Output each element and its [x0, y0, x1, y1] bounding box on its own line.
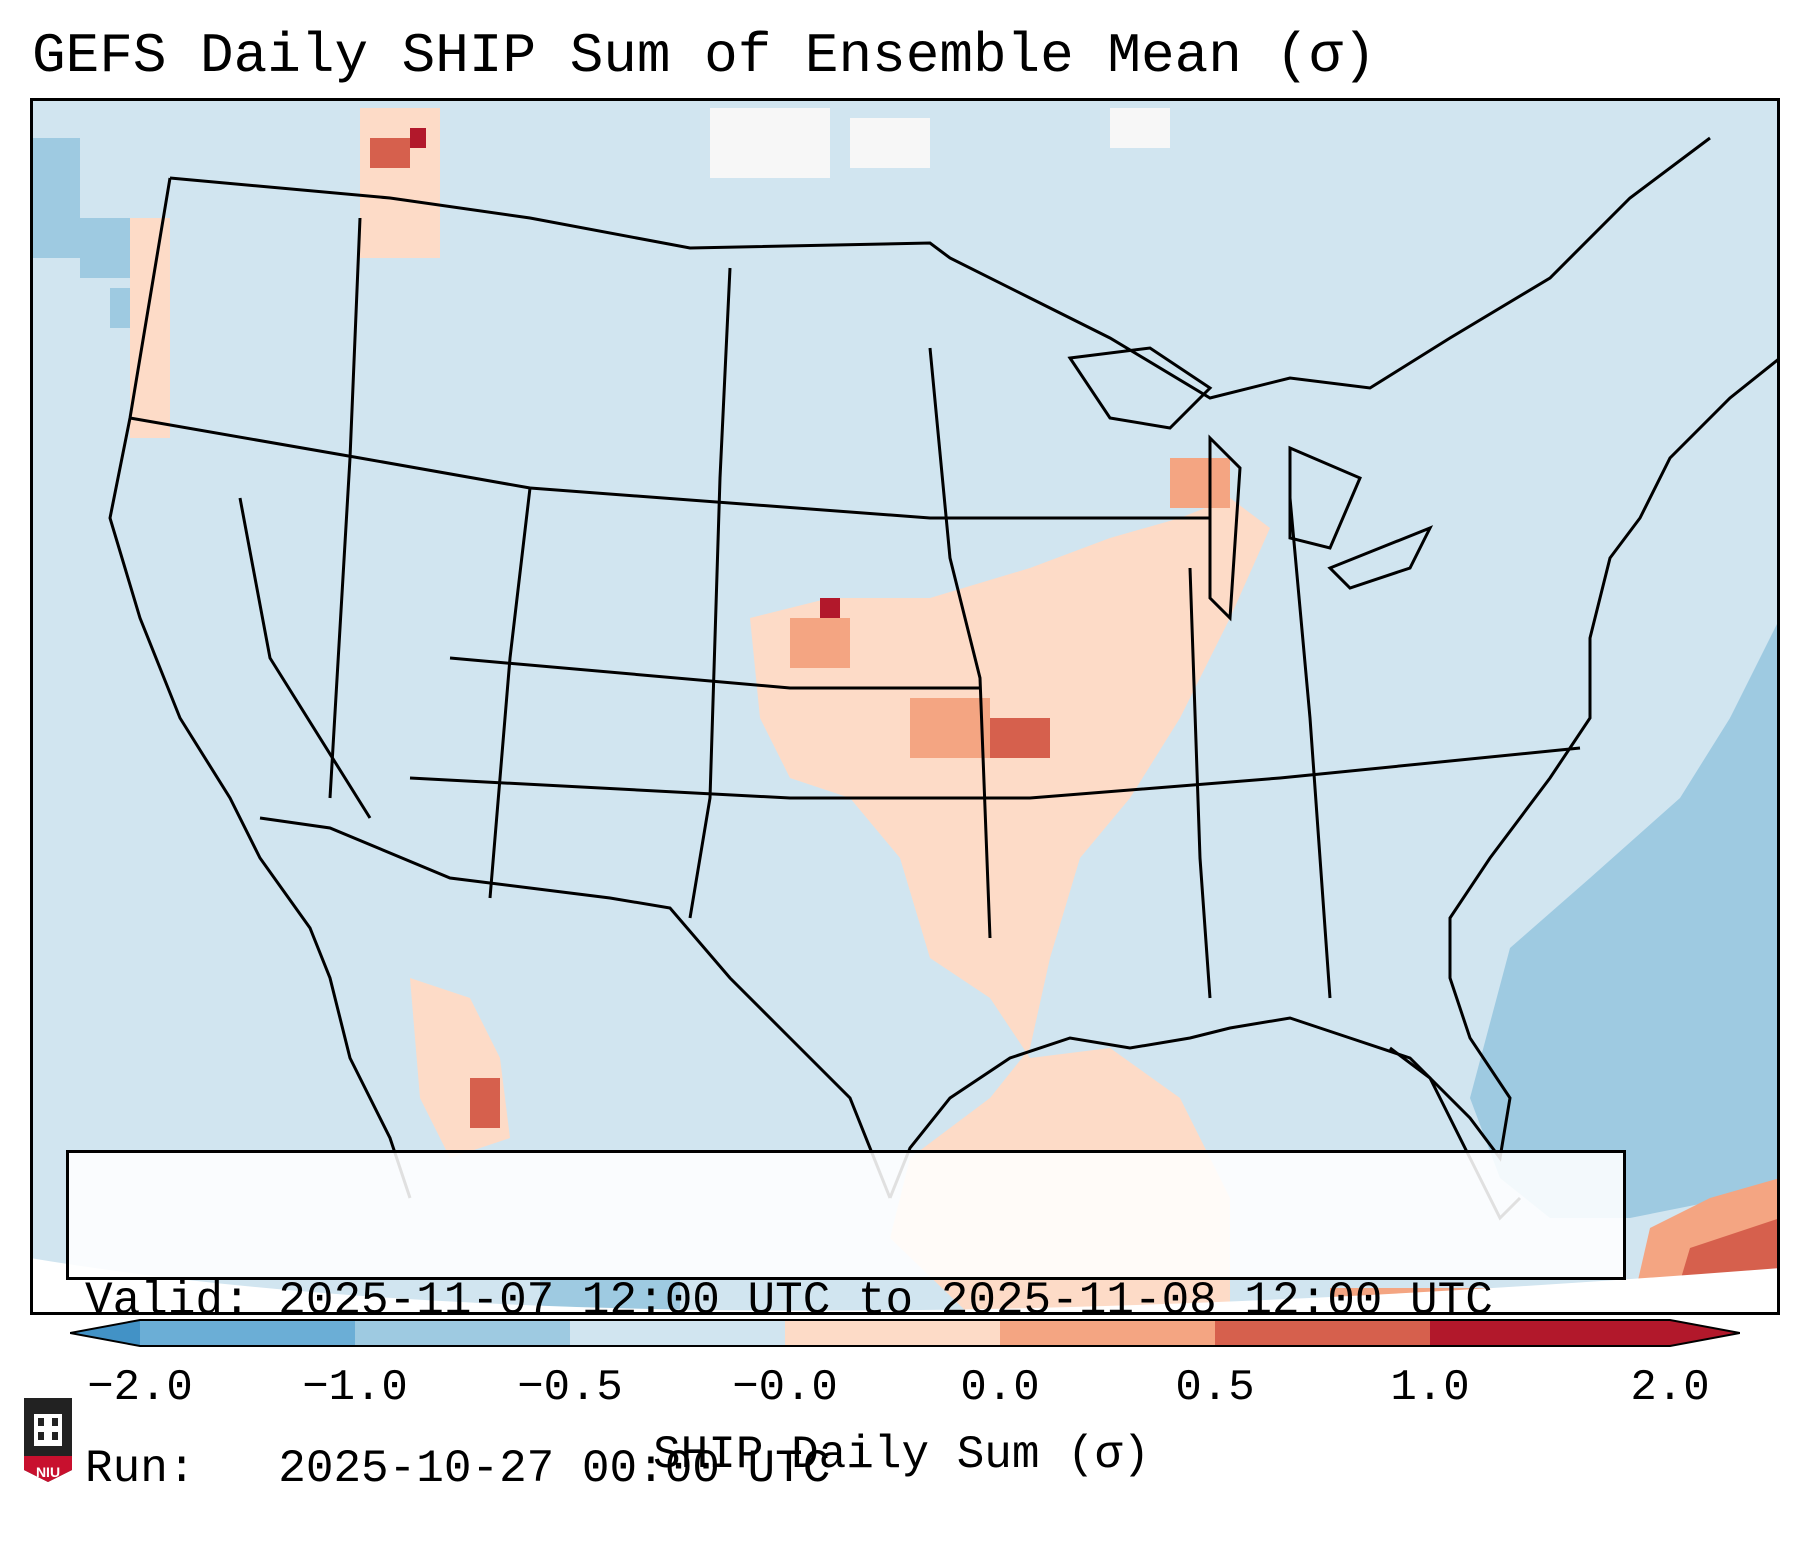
colorbar-tick-label: −0.5 — [517, 1363, 623, 1413]
map-title: GEFS Daily SHIP Sum of Ensemble Mean (σ) — [32, 24, 1377, 88]
colorbar-tick-label: −2.0 — [87, 1363, 193, 1413]
niu-logo-icon — [24, 1398, 72, 1482]
pacific-negative-patch — [30, 138, 80, 258]
lake-superior — [1067, 346, 1213, 430]
colorbar-tick-label: −0.0 — [732, 1363, 838, 1413]
lake-huron — [1288, 445, 1362, 550]
strong-positive-cell — [410, 128, 426, 148]
pnw-positive-patch — [360, 108, 440, 258]
projection-edge — [30, 1258, 1780, 1315]
colorbar-tick-label: −1.0 — [302, 1363, 408, 1413]
state-border — [1288, 497, 1332, 999]
state-border — [488, 487, 532, 899]
atlantic-negative-edge — [1730, 618, 1780, 718]
positive-patch — [790, 618, 850, 668]
canada-neutral-patch — [1110, 108, 1170, 148]
niu-logo: NIU — [20, 1390, 76, 1486]
us-mexico-border — [259, 816, 892, 1199]
lake-erie — [1327, 525, 1434, 590]
colorbar-segment — [355, 1320, 570, 1346]
strong-positive-cell — [820, 598, 840, 618]
valid-run-info-box: Valid: 2025-11-07 12:00 UTC to 2025-11-0… — [66, 1150, 1626, 1495]
pnw-positive-patch — [370, 138, 410, 168]
colorbar-tick-label: 0.5 — [1175, 1363, 1255, 1413]
canada-neutral-patch — [850, 118, 930, 168]
lake-michigan — [1208, 434, 1242, 622]
colorbar-outline — [70, 1319, 1740, 1347]
map-canvas — [30, 98, 1780, 1315]
canada-neutral-patch — [710, 108, 830, 178]
state-border — [1188, 567, 1212, 999]
central-us-positive-region — [750, 498, 1270, 1315]
colorbar-segment — [1000, 1320, 1215, 1346]
colorbar-tick-label: 0.0 — [960, 1363, 1040, 1413]
run-time-text: Run: 2025-10-27 00:00 UTC — [85, 1443, 831, 1495]
colorbar-segment — [1430, 1320, 1670, 1346]
colorbar-ticks: −2.0 −1.0 −0.5 −0.0 0.0 0.5 1.0 2.0 — [0, 1360, 1803, 1420]
positive-patch — [1170, 458, 1230, 508]
us-canada-border — [169, 136, 1711, 400]
state-border — [129, 416, 531, 490]
mexico-positive-patch — [470, 1078, 500, 1128]
state-border — [928, 347, 992, 939]
state-border — [238, 497, 372, 819]
colorbar-segment — [570, 1320, 785, 1346]
colorbar-tick-label: 1.0 — [1390, 1363, 1470, 1413]
state-border — [688, 267, 732, 919]
valid-time-text: Valid: 2025-11-07 12:00 UTC to 2025-11-0… — [85, 1275, 1493, 1327]
colorbar-extend-high — [1670, 1320, 1740, 1346]
colorbar-label: SHIP Daily Sum (σ) — [653, 1429, 1150, 1481]
positive-patch — [910, 698, 990, 758]
atlantic-negative-region — [1470, 638, 1780, 1218]
gulf-atlantic-coastline — [888, 356, 1780, 1199]
state-border — [409, 746, 1581, 800]
niu-logo-text: NIU — [35, 1464, 61, 1480]
colorbar-segment — [785, 1320, 1000, 1346]
state-border — [328, 217, 362, 799]
positive-patch — [990, 718, 1050, 758]
colorbar-segment — [140, 1320, 355, 1346]
colorbar-extend-low — [70, 1320, 140, 1346]
colorbar-tick-label: 2.0 — [1630, 1363, 1710, 1413]
state-border — [449, 656, 980, 690]
colorbar-segment — [1215, 1320, 1430, 1346]
boundary-lines — [108, 136, 1780, 1221]
map-border — [30, 98, 1780, 1315]
colorbar — [70, 1319, 1740, 1347]
map-panel — [30, 98, 1780, 1315]
pnw-positive-patch — [130, 218, 170, 438]
state-border — [529, 486, 1210, 520]
